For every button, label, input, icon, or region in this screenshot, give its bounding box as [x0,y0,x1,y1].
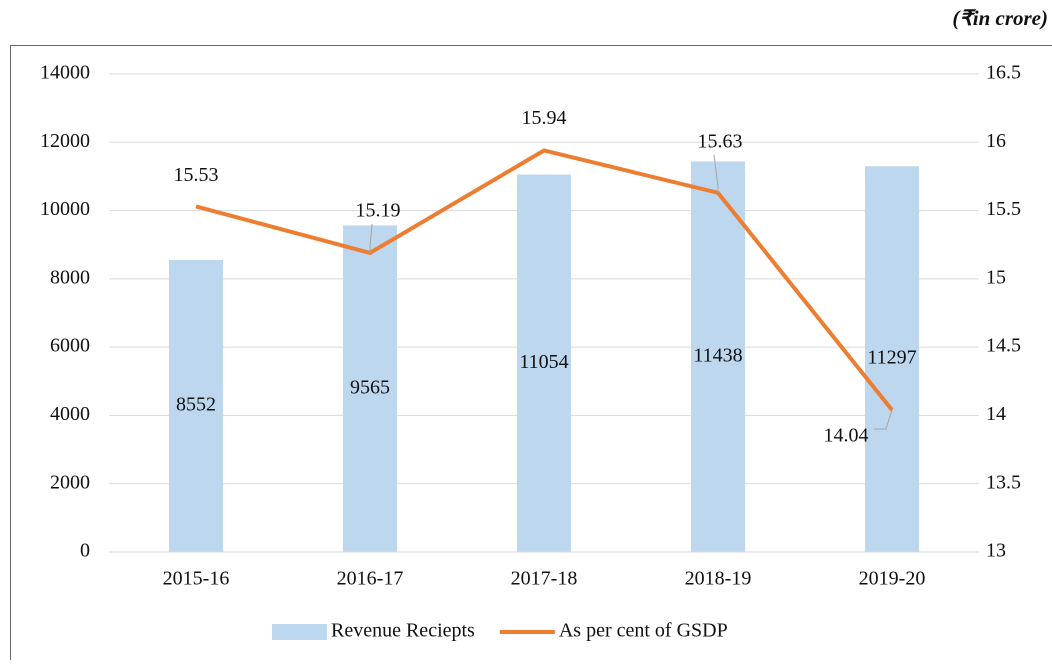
y2-tick-label: 16.5 [986,62,1021,84]
y-tick-label: 4000 [50,403,90,425]
line-value-label: 15.63 [698,130,743,152]
x-tick-label: 2016-17 [337,568,404,590]
legend-swatch [272,624,327,640]
y-tick-label: 12000 [40,130,90,152]
unit-note: (₹in crore) [952,6,1048,30]
y-tick-label: 8000 [50,266,90,288]
y-tick-label: 10000 [40,198,90,220]
y2-tick-label: 14.5 [986,335,1021,357]
y-tick-label: 6000 [50,335,90,357]
bar-value-label: 11438 [693,344,742,366]
x-tick-label: 2019-20 [859,568,926,590]
y2-tick-label: 16 [986,130,1006,152]
y2-tick-label: 15.5 [986,198,1021,220]
line-value-label: 15.19 [356,200,401,222]
x-tick-label: 2015-16 [163,568,230,590]
bar-value-label: 8552 [176,394,216,416]
y2-tick-label: 13 [986,540,1006,562]
y2-tick-label: 15 [986,266,1006,288]
line-value-label: 15.53 [174,164,219,186]
y-tick-label: 0 [80,540,90,562]
y2-tick-label: 14 [986,403,1006,425]
legend-label: Revenue Reciepts [331,620,475,642]
y-tick-label: 14000 [40,62,90,84]
line-value-label: 15.94 [522,107,567,129]
x-tick-label: 2017-18 [511,568,578,590]
bar-value-label: 11054 [519,351,568,373]
bar-value-label: 11297 [867,347,916,369]
legend-label: As per cent of GSDP [559,620,728,642]
y2-tick-label: 13.5 [986,471,1021,493]
x-tick-label: 2018-19 [685,568,752,590]
line-value-label: 14.04 [824,425,869,447]
y-tick-label: 2000 [50,471,90,493]
bar-value-label: 9565 [350,376,390,398]
